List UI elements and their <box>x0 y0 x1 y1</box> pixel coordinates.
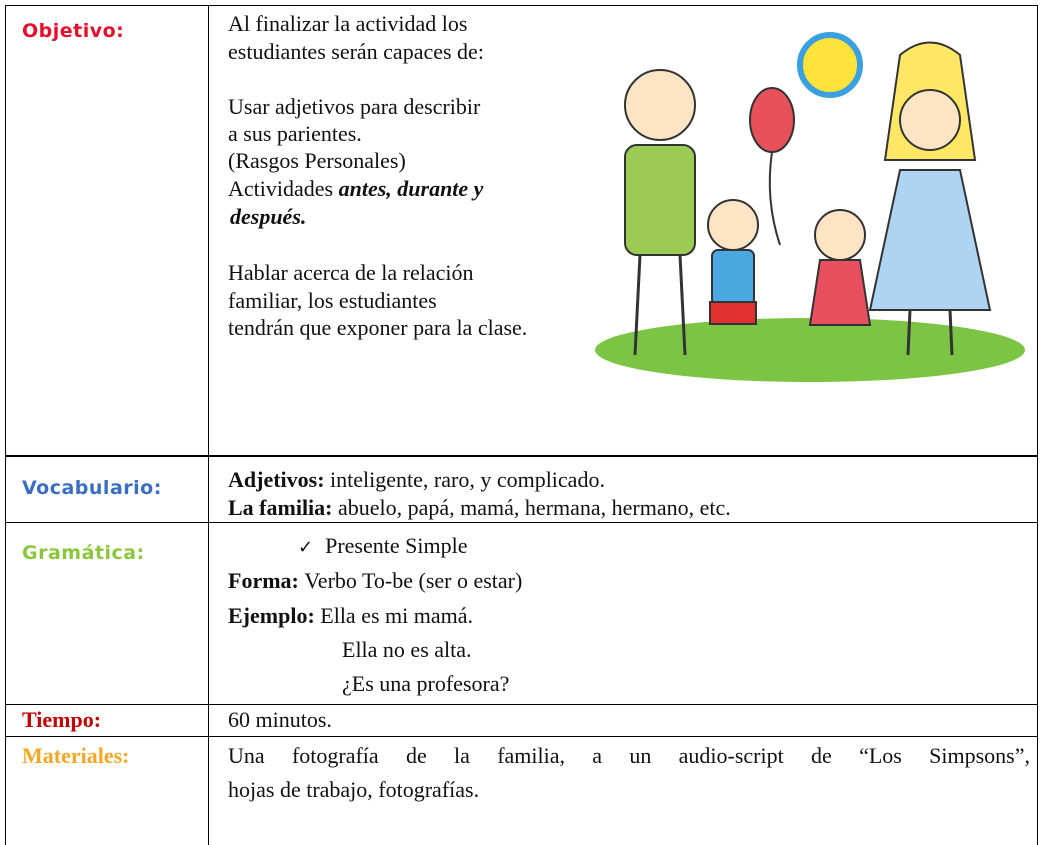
text-line: 60 minutos. <box>228 707 332 732</box>
text-line: Al finalizar la actividad los <box>228 11 468 36</box>
text-line: tendrán que exponer para la clase. <box>228 315 528 340</box>
term: La familia: <box>228 495 333 520</box>
text-line: Ella no es alta. <box>342 637 472 662</box>
text: inteligente, raro, y complicado. <box>330 467 605 492</box>
border <box>208 5 209 845</box>
emphasis: después. <box>230 204 307 229</box>
text-line: La familia: abuelo, papá, mamá, hermana, … <box>228 494 731 522</box>
text-line: (Rasgos Personales) <box>228 148 406 173</box>
text: abuelo, papá, mamá, hermana, hermano, et… <box>338 495 731 520</box>
text-line: hojas de trabajo, fotografías. <box>228 777 480 802</box>
row-label: Objetivo: <box>22 20 125 42</box>
border <box>5 5 1038 6</box>
term: Adjetivos: <box>228 467 325 492</box>
row-label: Tiempo: <box>22 707 102 732</box>
topic: Presente Simple <box>325 533 468 558</box>
term: Forma: <box>228 568 299 593</box>
text: Ella es mi mamá. <box>320 603 473 628</box>
row-label: Vocabulario: <box>22 477 162 499</box>
text-line: ✓ Presente Simple <box>298 532 467 562</box>
check-icon: ✓ <box>298 537 314 558</box>
text-line: estudiantes serán capaces de: <box>228 39 484 64</box>
border <box>5 704 1038 705</box>
term: Ejemplo: <box>228 603 315 628</box>
row-label: Materiales: <box>22 743 130 768</box>
text-line: Adjetivos: inteligente, raro, y complicad… <box>228 466 605 494</box>
text: Verbo To-be (ser o estar) <box>304 568 523 593</box>
family-illustration <box>595 32 1025 382</box>
text-line: ¿Es una profesora? <box>342 671 510 696</box>
text-line: Una fotografía de la familia, a un audio… <box>228 743 1030 768</box>
emphasis: antes, durante y <box>338 176 484 201</box>
text-line: Ejemplo: Ella es mi mamá. <box>228 602 473 630</box>
border <box>1037 5 1038 845</box>
border <box>5 736 1038 737</box>
text-line: Hablar acerca de la relación <box>228 260 474 285</box>
text-line: Actividades antes, durante y <box>228 175 483 203</box>
text-line: Usar adjetivos para describir <box>228 94 481 119</box>
border <box>5 455 1038 457</box>
text: Actividades <box>228 176 334 201</box>
text-line: Forma: Verbo To-be (ser o estar) <box>228 567 522 595</box>
border <box>5 522 1038 523</box>
text-line: a sus parientes. <box>228 121 362 146</box>
row-label: Gramática: <box>22 542 145 564</box>
border <box>5 5 6 845</box>
text-line: familiar, los estudiantes <box>228 288 437 313</box>
